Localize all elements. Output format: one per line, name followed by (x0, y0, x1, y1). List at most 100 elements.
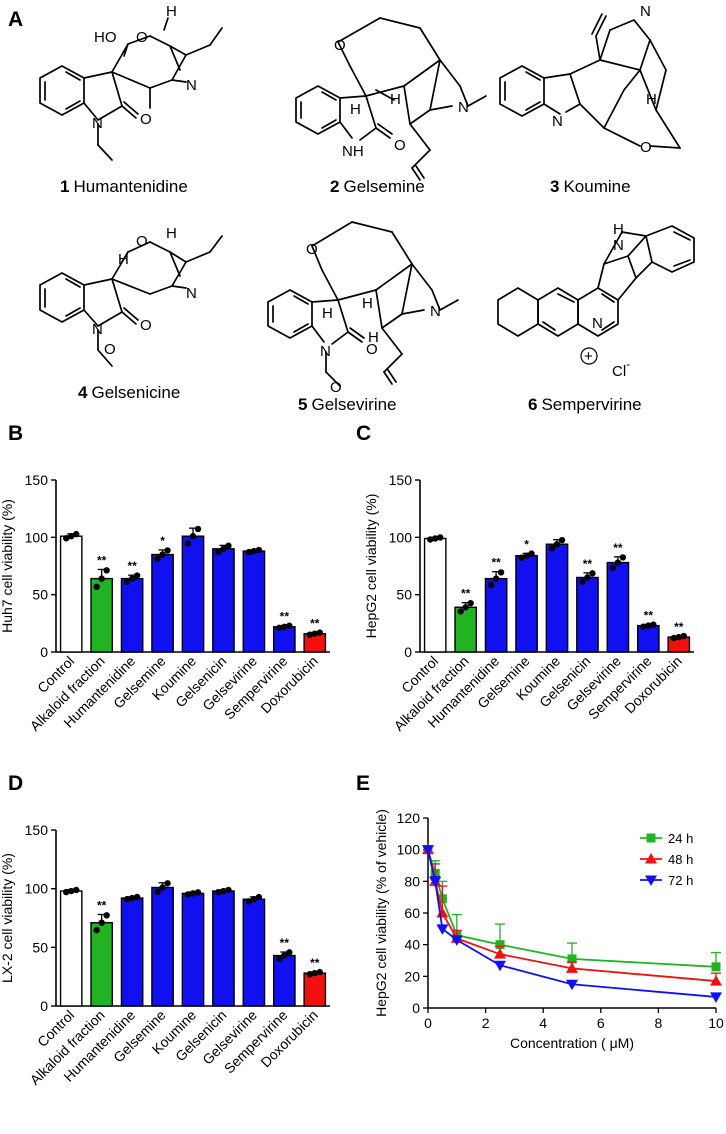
y-tick-label: 100 (397, 842, 421, 858)
compound-1-name: Humantenidine (73, 177, 187, 196)
data-point (250, 547, 258, 555)
triangle-up-marker (494, 948, 506, 959)
y-tick-label: 150 (25, 472, 49, 488)
significance-mark: ** (491, 556, 501, 570)
data-point (286, 949, 293, 956)
significance-mark: ** (127, 559, 137, 573)
compound-6-number: 6 (528, 395, 537, 414)
atom-n-3: N (552, 113, 563, 130)
data-point (311, 630, 318, 637)
atom-o-4: O (136, 233, 148, 250)
y-tick-label: 100 (25, 529, 49, 545)
compound-6-name: Sempervirine (541, 395, 641, 414)
data-point (311, 969, 318, 977)
atom-h-3: H (646, 91, 657, 108)
bar (303, 972, 327, 1007)
significance-mark: ** (280, 936, 290, 950)
bar (181, 535, 205, 653)
compound-5-name: Gelsevirine (311, 395, 396, 414)
atom-minus-6: - (626, 357, 630, 371)
y-tick-label: 100 (25, 881, 49, 897)
data-point (619, 554, 627, 561)
y-tick-label: 40 (404, 937, 420, 953)
data-point (584, 574, 591, 581)
atom-h-5: H (322, 305, 333, 322)
bar (212, 890, 235, 1007)
data-point (523, 552, 530, 559)
bar (151, 886, 174, 1007)
data-point (518, 554, 525, 561)
data-point (128, 894, 136, 902)
data-point (553, 541, 561, 548)
atom-h-4: H (118, 251, 129, 268)
atom-n-4b: N (92, 321, 103, 338)
bar (212, 548, 235, 653)
data-point (225, 886, 232, 894)
data-point (73, 530, 80, 538)
data-point (281, 623, 288, 630)
y-tick-label: 50 (32, 587, 48, 603)
bar (90, 577, 114, 653)
data-point (63, 888, 70, 896)
atom-plus-6: + (584, 348, 593, 365)
data-point (164, 547, 171, 554)
data-point (579, 578, 586, 585)
significance-mark: * (524, 537, 529, 551)
data-point (670, 634, 677, 642)
atom-o-2b: O (394, 137, 406, 154)
significance-mark: ** (310, 617, 320, 631)
data-point (316, 629, 323, 636)
panel-label-d: D (8, 772, 23, 795)
data-point (184, 540, 192, 547)
panel-label-a: A (8, 8, 23, 31)
data-point (589, 570, 596, 577)
y-tick-label: 0 (404, 644, 412, 660)
atom-h-5b: H (362, 295, 373, 312)
y-tick-label: 120 (397, 810, 421, 826)
atom-o-4c: O (104, 341, 116, 358)
data-point (462, 604, 469, 611)
significance-mark: ** (280, 610, 290, 624)
data-point (184, 891, 192, 898)
data-point (189, 890, 197, 897)
data-point (154, 888, 161, 895)
triangle-up-marker (566, 962, 578, 973)
data-point (306, 971, 313, 978)
bar (242, 550, 266, 653)
bar (576, 576, 599, 653)
data-point (528, 550, 535, 557)
data-point (159, 884, 166, 891)
y-axis-label: Huh7 cell viability (%) (0, 499, 15, 633)
data-point (497, 569, 505, 576)
data-point (98, 575, 105, 582)
atom-o-4b: O (140, 317, 152, 334)
y-tick-label: 100 (389, 529, 413, 545)
bar (636, 624, 660, 653)
x-tick-label: 6 (597, 1015, 605, 1031)
data-point (255, 546, 263, 554)
panel-label-c: C (356, 422, 371, 445)
compound-2-number: 2 (330, 177, 339, 196)
data-point (609, 564, 617, 571)
bar (181, 892, 205, 1007)
y-tick-label: 80 (404, 873, 420, 889)
data-point (103, 567, 110, 574)
data-point (133, 572, 141, 579)
triangle-down-marker (422, 845, 434, 856)
data-point (194, 889, 202, 896)
atom-cl-6: Cl (612, 363, 626, 380)
atom-n-3b: N (640, 3, 651, 20)
bar (545, 543, 569, 653)
bar (120, 577, 144, 653)
significance-mark: ** (97, 898, 107, 912)
atom-o-1b: O (140, 111, 152, 128)
triangle-up-marker (710, 975, 722, 986)
significance-mark: ** (97, 553, 107, 567)
data-point (276, 624, 283, 632)
data-point (63, 535, 70, 542)
data-point (133, 893, 141, 901)
